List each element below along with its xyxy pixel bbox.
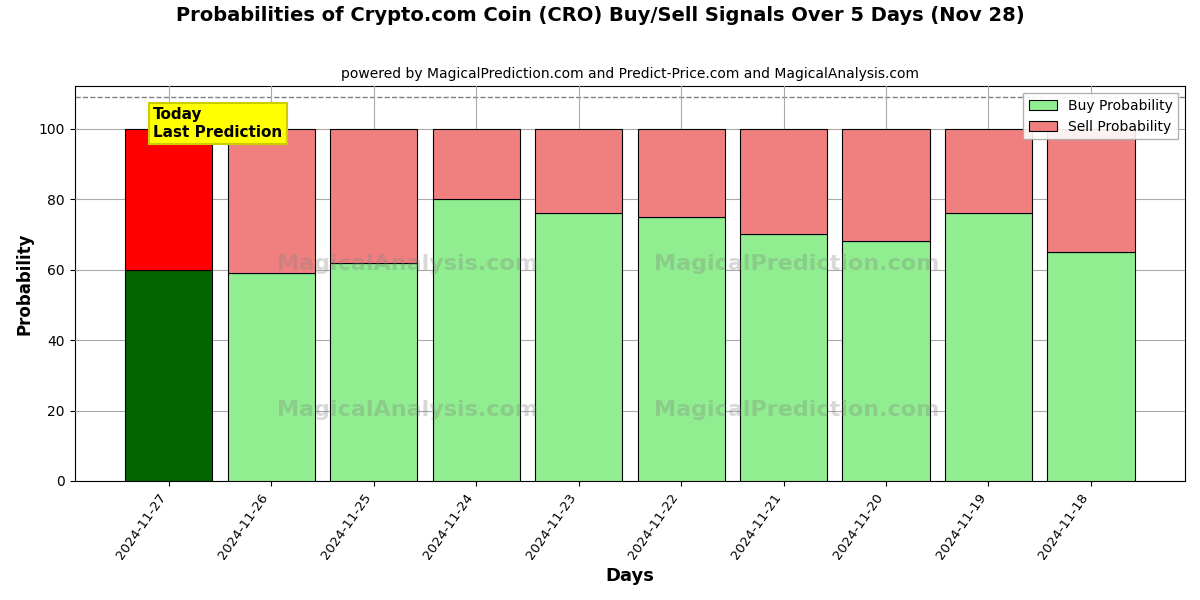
Text: MagicalPrediction.com: MagicalPrediction.com: [654, 254, 940, 274]
Bar: [228, 128, 314, 273]
Bar: [228, 273, 314, 481]
Title: powered by MagicalPrediction.com and Predict-Price.com and MagicalAnalysis.com: powered by MagicalPrediction.com and Pre…: [341, 67, 919, 81]
Text: MagicalAnalysis.com: MagicalAnalysis.com: [277, 400, 539, 420]
Y-axis label: Probability: Probability: [16, 232, 34, 335]
Text: Probabilities of Crypto.com Coin (CRO) Buy/Sell Signals Over 5 Days (Nov 28): Probabilities of Crypto.com Coin (CRO) B…: [175, 6, 1025, 25]
Bar: [1048, 128, 1134, 252]
Bar: [535, 128, 622, 213]
Bar: [125, 128, 212, 269]
Bar: [330, 263, 418, 481]
Bar: [125, 269, 212, 481]
Bar: [944, 128, 1032, 213]
X-axis label: Days: Days: [605, 567, 654, 585]
Bar: [330, 128, 418, 263]
Bar: [740, 235, 827, 481]
Bar: [535, 213, 622, 481]
Bar: [842, 128, 930, 241]
Text: MagicalPrediction.com: MagicalPrediction.com: [654, 400, 940, 420]
Bar: [637, 217, 725, 481]
Legend: Buy Probability, Sell Probability: Buy Probability, Sell Probability: [1024, 93, 1178, 139]
Bar: [1048, 252, 1134, 481]
Bar: [740, 128, 827, 235]
Text: MagicalAnalysis.com: MagicalAnalysis.com: [277, 254, 539, 274]
Bar: [842, 241, 930, 481]
Bar: [637, 128, 725, 217]
Text: Today
Last Prediction: Today Last Prediction: [154, 107, 282, 140]
Bar: [432, 199, 520, 481]
Bar: [432, 128, 520, 199]
Bar: [944, 213, 1032, 481]
